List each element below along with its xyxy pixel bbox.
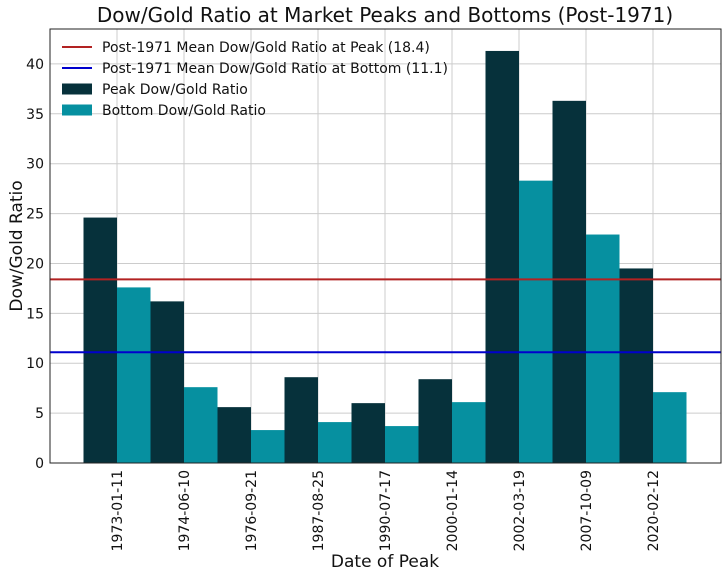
- x-tick-label: 1973-01-11: [110, 470, 126, 551]
- peak-bar-1990-07-17: [351, 403, 385, 463]
- y-tick-label: 0: [35, 456, 44, 472]
- y-tick-label: 15: [26, 306, 44, 322]
- y-tick-label: 20: [26, 256, 44, 272]
- legend: Post-1971 Mean Dow/Gold Ratio at Peak (1…: [62, 40, 448, 119]
- legend-peak-swatch: [62, 83, 92, 95]
- x-tick-label: 2020-02-12: [646, 470, 662, 551]
- bottom-bar-2000-01-14: [452, 402, 486, 463]
- x-tick-label: 2002-03-19: [512, 470, 528, 551]
- peak-bar-2020-02-12: [619, 268, 653, 463]
- y-axis-label: Dow/Gold Ratio: [7, 180, 27, 311]
- y-axis-ticks: 0 5 10 15 20 25 30 35 40: [26, 57, 44, 472]
- x-tick-label: 1987-08-25: [311, 470, 327, 551]
- x-tick-label: 1990-07-17: [378, 470, 394, 551]
- y-tick-label: 5: [35, 406, 44, 422]
- bottom-bar-1987-08-25: [318, 422, 352, 463]
- bottom-bar-1990-07-17: [385, 426, 419, 463]
- peak-bar-1973-01-11: [83, 217, 117, 463]
- bottom-bar-2007-10-09: [586, 234, 620, 463]
- grid-lines: [50, 29, 721, 464]
- bars: [83, 50, 687, 464]
- legend-mean-bottom-label: Post-1971 Mean Dow/Gold Ratio at Bottom …: [102, 61, 448, 77]
- plot-frame: [49, 28, 722, 464]
- bottom-bar-1974-06-10: [184, 387, 218, 463]
- peak-bar-2000-01-14: [418, 379, 452, 463]
- legend-bottom-swatch: [62, 104, 92, 116]
- y-tick-label: 30: [26, 157, 44, 173]
- legend-mean-peak-entry: Post-1971 Mean Dow/Gold Ratio at Peak (1…: [62, 40, 430, 56]
- peak-bar-1976-09-21: [217, 407, 251, 463]
- y-tick-label: 40: [26, 57, 44, 73]
- legend-peak-entry: Peak Dow/Gold Ratio: [62, 82, 248, 98]
- bottom-bar-2020-02-12: [653, 392, 687, 463]
- peak-bar-1987-08-25: [284, 377, 318, 463]
- chart-title: Dow/Gold Ratio at Market Peaks and Botto…: [97, 3, 673, 27]
- legend-bottom-label: Bottom Dow/Gold Ratio: [102, 103, 266, 119]
- legend-peak-label: Peak Dow/Gold Ratio: [102, 82, 248, 98]
- legend-mean-bottom-entry: Post-1971 Mean Dow/Gold Ratio at Bottom …: [62, 61, 448, 77]
- x-tick-label: 1976-09-21: [244, 470, 260, 551]
- x-axis-ticks: 1973-01-11 1974-06-10 1976-09-21 1987-08-25…: [110, 470, 662, 551]
- x-tick-label: 2007-10-09: [579, 470, 595, 551]
- bottom-bar-2002-03-19: [519, 180, 553, 463]
- y-tick-label: 25: [26, 207, 44, 223]
- x-tick-label: 1974-06-10: [177, 470, 193, 551]
- peak-bar-1974-06-10: [150, 301, 184, 463]
- x-axis-label: Date of Peak: [331, 552, 439, 572]
- y-tick-label: 35: [26, 107, 44, 123]
- bottom-bar-1973-01-11: [117, 287, 151, 463]
- peak-bar-2002-03-19: [485, 50, 519, 463]
- y-tick-label: 10: [26, 356, 44, 372]
- peak-bar-2007-10-09: [552, 100, 586, 464]
- bottom-bar-1976-09-21: [251, 430, 285, 463]
- legend-mean-peak-label: Post-1971 Mean Dow/Gold Ratio at Peak (1…: [102, 40, 430, 56]
- legend-bottom-entry: Bottom Dow/Gold Ratio: [62, 103, 266, 119]
- x-tick-label: 2000-01-14: [445, 470, 461, 551]
- reference-lines: [50, 278, 721, 354]
